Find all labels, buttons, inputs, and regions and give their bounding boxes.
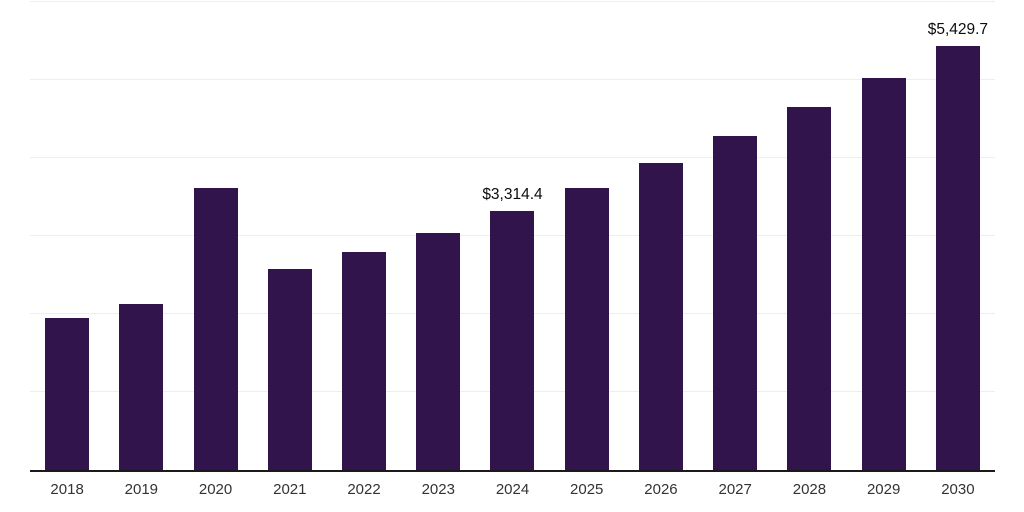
bar-2023 [416,232,461,470]
x-tick-2019: 2019 [124,481,159,498]
data-label-2030: $5,429.7 [927,21,989,39]
band-2024: $3,314.4 [475,2,549,470]
bar-2022 [342,251,387,470]
band-2018 [30,2,104,470]
bar-2021 [267,269,312,470]
band-2030: $5,429.7 [921,2,995,470]
x-tick-2025: 2025 [570,481,604,498]
x-tick-2028: 2028 [792,481,827,498]
bar-2029 [861,77,906,470]
x-tick-2020: 2020 [198,481,233,498]
x-tick-2021: 2021 [273,481,307,498]
band-2019 [104,2,178,470]
bar-2019 [119,303,164,470]
bar-2018 [45,317,90,470]
bar-2027 [713,136,758,470]
x-tick-2027: 2027 [718,481,752,498]
gridline-5000 [30,79,995,80]
x-tick-2022: 2022 [347,481,381,498]
band-2023 [401,2,475,470]
bar-2025 [564,188,609,470]
band-2021 [253,2,327,470]
band-2026 [624,2,698,470]
band-2020 [178,2,252,470]
x-tick-2023: 2023 [421,481,455,498]
x-tick-2026: 2026 [644,481,678,498]
band-2022 [327,2,401,470]
bar-2028 [787,107,832,470]
bar-2024 [490,211,535,470]
bar-2026 [638,163,683,470]
x-tick-2018: 2018 [50,481,84,498]
band-2027 [698,2,772,470]
bar-2020 [193,187,238,470]
plot-area: $3,314.4 $5,429.7 [30,1,995,472]
x-axis: 2018 2019 2020 2021 2022 2023 2024 2025 2026 2027… [30,481,995,503]
bar-2030 [935,46,980,470]
x-tick-2024: 2024 [495,481,530,498]
x-tick-2030: 2030 [941,481,975,498]
band-2028 [772,2,846,470]
band-2025 [550,2,624,470]
band-2029 [847,2,921,470]
data-label-2024: $3,314.4 [482,186,543,204]
gridline-6000 [30,1,995,2]
gridline-4000 [30,157,995,159]
x-tick-2029: 2029 [866,481,901,498]
